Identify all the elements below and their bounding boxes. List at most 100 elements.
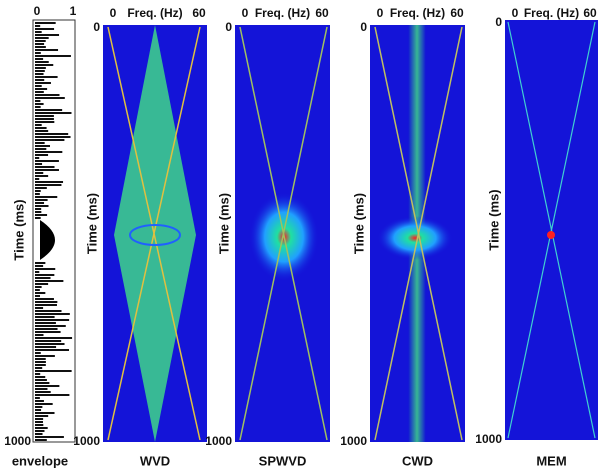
envelope-bar: [35, 166, 55, 168]
envelope-bar: [35, 175, 49, 177]
envelope-bar: [35, 118, 54, 120]
y-tick-label: 0: [495, 15, 502, 29]
envelope-bar: [35, 325, 66, 327]
envelope-bar: [35, 376, 46, 378]
envelope-bar: [35, 391, 51, 393]
top-tick-label: 60: [192, 6, 206, 20]
envelope-bar: [35, 124, 42, 126]
envelope-bar: [35, 133, 69, 135]
y-tick-label: 0: [225, 20, 232, 34]
top-tick-label: 0: [110, 6, 117, 20]
envelope-bar: [35, 139, 65, 141]
envelope-bar: [35, 28, 55, 30]
envelope-bar: [35, 127, 47, 129]
envelope-bar: [35, 100, 41, 102]
envelope-bar: [35, 31, 42, 33]
envelope-bar: [35, 409, 42, 411]
envelope-bar: [35, 103, 44, 105]
envelope-bar: [35, 217, 41, 219]
cross-term: [129, 224, 181, 246]
envelope-bar: [35, 394, 70, 396]
envelope-bar: [35, 292, 46, 294]
top-tick-label: 0: [242, 6, 249, 20]
envelope-bar: [35, 67, 46, 69]
envelope-bar: [35, 97, 65, 99]
x-axis-label: Freq. (Hz): [390, 6, 445, 20]
top-tick-label: 0: [512, 6, 519, 20]
envelope-bar: [35, 91, 44, 93]
envelope-bar: [35, 196, 58, 198]
envelope-bar: [35, 427, 48, 429]
envelope-bar: [35, 406, 43, 408]
y-axis-label: Time (ms): [11, 199, 26, 260]
envelope-bar: [35, 286, 42, 288]
envelope-bar: [35, 154, 49, 156]
y-tick-label: 1000: [205, 434, 232, 448]
x-axis-label: Freq. (Hz): [127, 6, 182, 20]
envelope-bar: [35, 379, 47, 381]
envelope-bar: [35, 190, 41, 192]
envelope-bar: [35, 322, 56, 324]
panel-label: MEM: [536, 453, 566, 468]
envelope-bar: [35, 187, 47, 189]
envelope-bar: [35, 361, 46, 363]
y-axis-label: Time (ms): [486, 189, 501, 250]
envelope-bar: [35, 46, 46, 48]
envelope-bar: [35, 319, 70, 321]
envelope-bar: [35, 373, 41, 375]
envelope-bar: [35, 283, 49, 285]
envelope-bar: [35, 49, 59, 51]
envelope-bar: [35, 316, 55, 318]
envelope-bar: [35, 400, 44, 402]
envelope-bar: [35, 37, 49, 39]
envelope-bar: [35, 79, 45, 81]
envelope-bar: [35, 121, 55, 123]
envelope-bar: [35, 169, 59, 171]
envelope-bar: [35, 70, 45, 72]
envelope-bar: [35, 148, 47, 150]
envelope-bar: [35, 52, 41, 54]
envelope-bar: [35, 130, 49, 132]
envelope-bar: [35, 73, 44, 75]
envelope-bar: [35, 61, 49, 63]
envelope-bar: [35, 301, 58, 303]
envelope-bar: [35, 385, 60, 387]
y-axis-label: Time (ms): [84, 193, 99, 254]
envelope-bar: [35, 64, 54, 66]
envelope-bar: [35, 439, 47, 441]
envelope-bar: [35, 370, 72, 372]
envelope-bar: [35, 289, 40, 291]
y-tick-label: 1000: [340, 434, 367, 448]
chirp-line: [374, 26, 463, 441]
envelope-bar: [35, 25, 41, 27]
envelope-bar: [35, 151, 63, 153]
envelope-bar: [35, 76, 58, 78]
chirp-line: [507, 21, 596, 439]
envelope-bar: [35, 214, 48, 216]
envelope-bar: [35, 334, 44, 336]
envelope-bar: [35, 85, 42, 87]
x-axis-label: Freq. (Hz): [255, 6, 310, 20]
envelope-bar: [35, 160, 59, 162]
envelope-bar: [35, 172, 44, 174]
envelope-panel: [32, 19, 76, 443]
y-tick-label: 1000: [73, 434, 100, 448]
envelope-bar: [35, 112, 72, 114]
chirp-line: [239, 26, 328, 441]
envelope-bar: [35, 313, 70, 315]
envelope-bar: [35, 364, 46, 366]
envelope-bar: [35, 304, 57, 306]
envelope-bar: [35, 115, 54, 117]
top-tick-label: 60: [315, 6, 329, 20]
envelope-bar: [35, 22, 56, 24]
envelope-bar: [35, 193, 40, 195]
y-tick-label: 1000: [4, 434, 31, 448]
envelope-bar: [35, 202, 45, 204]
envelope-bar: [35, 358, 46, 360]
envelope-bar: [35, 268, 56, 270]
mem-panel: [505, 20, 598, 440]
envelope-bar: [35, 94, 60, 96]
envelope-bar: [35, 109, 63, 111]
envelope-bar: [35, 163, 43, 165]
envelope-bar: [35, 340, 62, 342]
